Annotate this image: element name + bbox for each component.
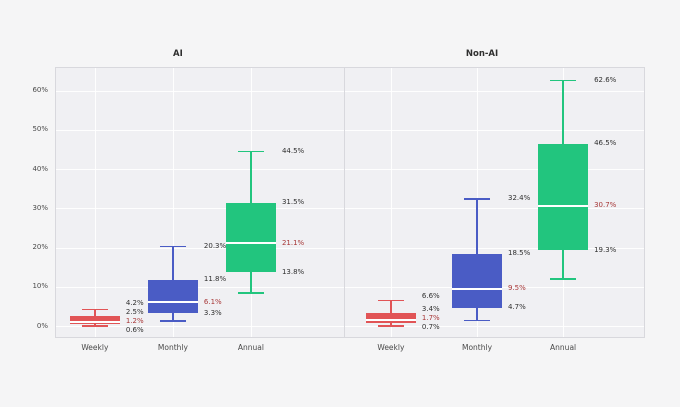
x-tick-label-ai-monthly: Monthly bbox=[157, 343, 188, 352]
whisker-cap-top-non-ai-monthly bbox=[464, 198, 490, 200]
whisker-cap-bottom-non-ai-weekly bbox=[377, 325, 404, 327]
annotation-median-non-ai-monthly: 9.5% bbox=[508, 284, 526, 293]
gridline-x-ai-monthly bbox=[172, 68, 174, 337]
annotation-median-non-ai-weekly: 1.7% bbox=[421, 313, 440, 322]
annotation-q3-ai-weekly: 2.5% bbox=[125, 307, 144, 316]
y-tick-label: 20% bbox=[32, 243, 48, 252]
median-line-ai-monthly bbox=[147, 301, 198, 304]
annotation-q3-non-ai-monthly: 18.5% bbox=[508, 249, 531, 258]
x-tick-label-ai-annual: Annual bbox=[237, 343, 264, 352]
x-tick-label-non-ai-weekly: Weekly bbox=[377, 343, 405, 352]
annotation-q1-non-ai-monthly: 4.7% bbox=[508, 303, 526, 312]
annotation-q1-non-ai-annual: 19.3% bbox=[594, 245, 617, 254]
annotation-q1-ai-weekly: 0.6% bbox=[125, 325, 144, 334]
gridline-y-0 bbox=[56, 326, 644, 328]
median-line-ai-annual bbox=[225, 242, 276, 245]
whisker-cap-bottom-non-ai-monthly bbox=[464, 319, 490, 322]
whisker-cap-top-ai-monthly bbox=[159, 245, 186, 248]
annotation-max-ai-annual: 44.5% bbox=[281, 146, 305, 155]
x-tick-label-ai-weekly: Weekly bbox=[81, 343, 109, 352]
box-non-ai-monthly bbox=[452, 253, 502, 308]
annotation-median-non-ai-annual: 30.7% bbox=[594, 201, 617, 210]
annotation-median-ai-annual: 21.1% bbox=[281, 238, 305, 247]
x-tick-label-non-ai-monthly: Monthly bbox=[461, 343, 493, 352]
gridline-y-20 bbox=[56, 247, 644, 249]
box-ai-annual bbox=[225, 202, 276, 273]
box-non-ai-annual bbox=[538, 143, 589, 251]
gridline-y-40 bbox=[56, 169, 644, 171]
whisker-cap-bottom-non-ai-annual bbox=[550, 278, 577, 280]
gridline-x-non-ai-weekly bbox=[390, 68, 392, 337]
annotation-median-ai-weekly: 1.2% bbox=[125, 316, 144, 325]
x-tick-label-non-ai-annual: Annual bbox=[550, 343, 577, 352]
annotation-q3-non-ai-weekly: 3.4% bbox=[421, 304, 440, 313]
whisker-cap-bottom-ai-annual bbox=[237, 292, 264, 294]
gridline-x-ai-weekly bbox=[94, 68, 96, 337]
box-ai-weekly bbox=[69, 316, 120, 324]
whisker-cap-top-ai-weekly bbox=[81, 308, 108, 311]
annotation-median-ai-monthly: 6.1% bbox=[203, 297, 222, 306]
median-line-non-ai-monthly bbox=[452, 287, 502, 290]
whisker-cap-top-non-ai-weekly bbox=[377, 299, 404, 302]
annotation-max-non-ai-monthly: 32.4% bbox=[508, 194, 531, 203]
y-tick-label: 60% bbox=[32, 86, 48, 95]
y-tick-label: 40% bbox=[32, 164, 48, 173]
gridline-y-30 bbox=[56, 208, 644, 210]
y-tick-label: 0% bbox=[36, 321, 48, 330]
annotation-max-ai-monthly: 20.3% bbox=[203, 241, 227, 250]
annotation-q3-ai-annual: 31.5% bbox=[281, 198, 305, 206]
panel-divider bbox=[344, 67, 345, 338]
y-tick-label: 10% bbox=[32, 282, 48, 291]
whisker-cap-top-non-ai-annual bbox=[550, 79, 577, 82]
annotation-q3-non-ai-annual: 46.5% bbox=[594, 139, 617, 148]
whisker-cap-bottom-ai-weekly bbox=[81, 325, 108, 327]
median-line-non-ai-weekly bbox=[365, 318, 416, 321]
annotation-q1-ai-annual: 13.8% bbox=[281, 267, 305, 276]
gridline-y-10 bbox=[56, 286, 644, 288]
gridline-y-50 bbox=[56, 129, 644, 131]
panel-title-non-ai: Non-AI bbox=[465, 49, 499, 59]
annotation-max-non-ai-weekly: 6.6% bbox=[421, 292, 440, 301]
box-non-ai-weekly bbox=[365, 312, 416, 324]
annotation-q3-ai-monthly: 11.8% bbox=[203, 275, 227, 284]
median-line-ai-weekly bbox=[69, 320, 120, 323]
panel-title-ai: AI bbox=[173, 49, 183, 59]
whisker-cap-bottom-ai-monthly bbox=[159, 320, 186, 322]
annotation-max-non-ai-annual: 62.6% bbox=[594, 75, 617, 84]
box-ai-monthly bbox=[147, 279, 198, 314]
annotation-q1-ai-monthly: 3.3% bbox=[203, 308, 222, 317]
whisker-cap-top-ai-annual bbox=[237, 150, 264, 153]
gridline-y-60 bbox=[56, 90, 644, 92]
y-tick-label: 50% bbox=[32, 125, 48, 134]
y-tick-label: 30% bbox=[32, 203, 48, 212]
annotation-q1-non-ai-weekly: 0.7% bbox=[421, 322, 440, 331]
median-line-non-ai-annual bbox=[538, 204, 589, 207]
annotation-max-ai-weekly: 4.2% bbox=[125, 298, 144, 307]
